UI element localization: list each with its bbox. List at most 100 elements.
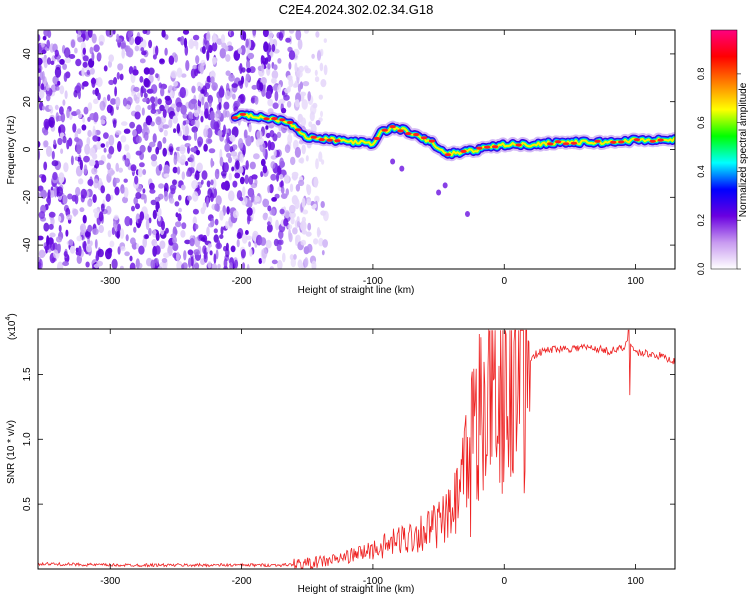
noise-speck [262, 212, 268, 221]
signal-peak [649, 139, 656, 143]
noise-speck [135, 135, 142, 144]
noise-speck [139, 162, 145, 168]
noise-speck [186, 195, 192, 201]
noise-speck [100, 119, 106, 125]
noise-speck [212, 178, 217, 190]
noise-speck [187, 249, 194, 256]
noise-speck [294, 198, 300, 210]
noise-speck [116, 33, 120, 41]
noise-speck [117, 223, 121, 233]
noise-speck [192, 191, 199, 202]
noise-speck [117, 141, 122, 152]
noise-speck [199, 63, 204, 75]
noise-speck [221, 182, 227, 190]
noise-speck [134, 111, 141, 120]
noise-speck [323, 38, 327, 43]
noise-speck [124, 158, 130, 167]
noise-speck [107, 230, 112, 238]
noise-speck [148, 217, 152, 224]
noise-speck [113, 77, 118, 85]
noise-speck [302, 81, 310, 87]
noise-speck [105, 141, 109, 148]
noise-speck [272, 102, 279, 109]
noise-speck [200, 83, 204, 88]
signal-peak [547, 142, 554, 146]
noise-speck [137, 218, 143, 225]
noise-speck [215, 249, 219, 260]
noise-speck [93, 263, 100, 269]
noise-speck [241, 262, 246, 269]
noise-speck [155, 116, 162, 126]
noise-speck [106, 162, 111, 170]
noise-speck [66, 108, 70, 119]
noise-speck [186, 135, 192, 141]
noise-speck [50, 60, 55, 65]
noise-speck [98, 211, 104, 222]
noise-speck [159, 58, 165, 64]
noise-speck [38, 149, 41, 161]
noise-speck [66, 214, 73, 221]
signal-peak [239, 112, 247, 116]
noise-speck [188, 257, 192, 268]
noise-speck [228, 172, 232, 181]
noise-speck [309, 111, 315, 122]
noise-speck [116, 230, 120, 239]
snr-series [38, 329, 675, 569]
noise-speck [69, 245, 76, 254]
noise-speck [79, 159, 83, 171]
signal-peak [294, 128, 302, 132]
noise-speck [170, 70, 178, 79]
noise-speck [254, 195, 261, 202]
noise-speck [313, 203, 317, 209]
noise-speck [239, 153, 244, 163]
noise-speck [267, 223, 273, 233]
noise-speck [72, 123, 77, 133]
snr-frame [37, 328, 676, 570]
noise-speck [65, 229, 69, 237]
noise-speck [233, 259, 239, 269]
noise-speck [175, 97, 182, 108]
colorbar-gradient [711, 30, 737, 269]
x-tick-label: -300 [100, 576, 120, 587]
spectrogram-signal [229, 108, 675, 218]
noise-speck [172, 52, 177, 58]
noise-speck [43, 118, 50, 130]
noise-speck [223, 101, 230, 110]
noise-speck [75, 58, 82, 67]
noise-speck [159, 104, 165, 112]
noise-speck [172, 166, 178, 174]
noise-speck [254, 96, 259, 105]
y-tick-label: -40 [22, 237, 33, 252]
noise-speck [246, 67, 252, 73]
noise-speck [200, 179, 204, 185]
noise-speck [297, 83, 302, 93]
noise-speck [178, 194, 182, 201]
noise-speck [219, 210, 224, 221]
noise-speck [296, 221, 301, 228]
noise-speck [59, 58, 65, 65]
noise-speck [161, 30, 166, 38]
noise-speck [275, 219, 279, 231]
noise-speck [197, 136, 204, 146]
colorbar-tick-label: 0.0 [696, 263, 706, 276]
noise-speck [82, 55, 89, 62]
noise-speck [209, 110, 215, 121]
noise-speck [261, 62, 265, 73]
noise-speck [191, 85, 196, 94]
noise-speck [260, 55, 265, 61]
noise-speck [280, 186, 285, 194]
noise-speck [206, 246, 211, 253]
noise-speck [163, 173, 170, 178]
noise-speck [322, 239, 328, 248]
noise-speck [41, 174, 47, 183]
noise-speck [89, 113, 96, 121]
noise-speck [152, 133, 157, 144]
noise-speck [152, 209, 157, 220]
noise-speck [225, 221, 229, 229]
noise-speck [192, 34, 200, 41]
signal-peak [405, 132, 412, 136]
noise-speck [278, 230, 284, 240]
noise-speck [163, 190, 169, 202]
noise-speck [291, 171, 299, 178]
